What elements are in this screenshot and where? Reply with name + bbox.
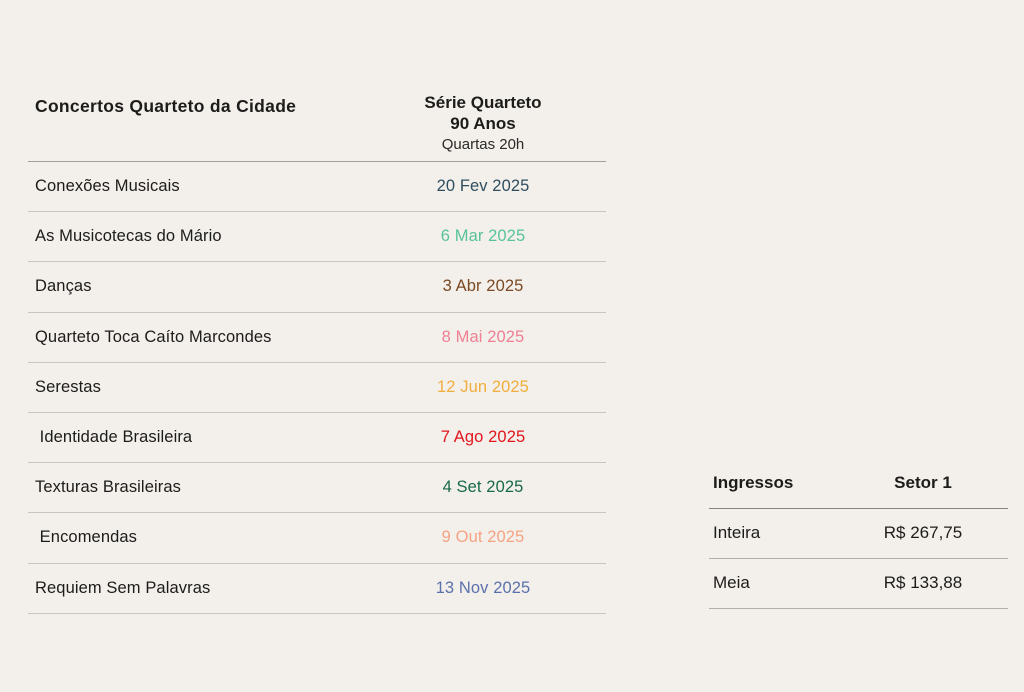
series-name-line2: 90 Anos [450, 114, 516, 133]
concert-row: Encomendas 9 Out 2025 [28, 513, 606, 564]
concerts-title: Concertos Quarteto da Cidade [35, 96, 297, 116]
concerts-table-header: Concertos Quarteto da Cidade Série Quart… [28, 88, 606, 162]
concert-row: As Musicotecas do Mário 6 Mar 2025 [28, 212, 606, 263]
concert-date: 3 Abr 2025 [442, 277, 524, 296]
concert-name: Serestas [35, 377, 101, 396]
ticket-row: Meia R$ 133,88 [709, 559, 1008, 609]
concert-row: Conexões Musicais 20 Fev 2025 [28, 162, 606, 213]
concert-date: 20 Fev 2025 [436, 177, 530, 196]
concert-name: Identidade Brasileira [35, 428, 193, 447]
concert-date: 6 Mar 2025 [440, 227, 526, 246]
concert-name: As Musicotecas do Mário [35, 227, 222, 246]
concert-name: Texturas Brasileiras [35, 478, 181, 497]
concert-date: 4 Set 2025 [442, 478, 524, 497]
concert-name: Quarteto Toca Caíto Marcondes [35, 327, 272, 346]
tickets-table: Ingressos Setor 1 Inteira R$ 267,75 Meia… [709, 458, 1008, 609]
concert-name: Danças [35, 277, 92, 296]
concert-row: Quarteto Toca Caíto Marcondes 8 Mai 2025 [28, 313, 606, 363]
concert-name: Requiem Sem Palavras [35, 578, 211, 597]
ticket-row: Inteira R$ 267,75 [709, 509, 1008, 559]
concert-row: Danças 3 Abr 2025 [28, 262, 606, 313]
ticket-type: Meia [713, 573, 750, 593]
concert-date: 8 Mai 2025 [441, 327, 525, 346]
tickets-header-label: Ingressos [713, 472, 794, 492]
concert-name: Encomendas [35, 528, 137, 547]
concert-row: Serestas 12 Jun 2025 [28, 363, 606, 413]
concert-date: 9 Out 2025 [441, 528, 525, 547]
tickets-table-header: Ingressos Setor 1 [709, 458, 1008, 509]
series-header: Série Quarteto 90 Anos Quartas 20h [360, 88, 606, 155]
concert-date: 12 Jun 2025 [437, 377, 529, 396]
concert-row: Texturas Brasileiras 4 Set 2025 [28, 463, 606, 514]
concert-name: Conexões Musicais [35, 177, 180, 196]
series-name-line1: Série Quarteto [424, 93, 542, 112]
series-schedule: Quartas 20h [441, 136, 525, 153]
concerts-table: Concertos Quarteto da Cidade Série Quart… [28, 88, 606, 614]
ticket-price: R$ 267,75 [883, 523, 963, 543]
ticket-price: R$ 133,88 [883, 573, 963, 593]
concert-row: Identidade Brasileira 7 Ago 2025 [28, 413, 606, 464]
tickets-sector-header: Setor 1 [894, 472, 952, 492]
concert-row: Requiem Sem Palavras 13 Nov 2025 [28, 564, 606, 614]
concert-date: 13 Nov 2025 [435, 578, 531, 597]
ticket-type: Inteira [713, 523, 761, 543]
concert-date: 7 Ago 2025 [440, 428, 526, 447]
